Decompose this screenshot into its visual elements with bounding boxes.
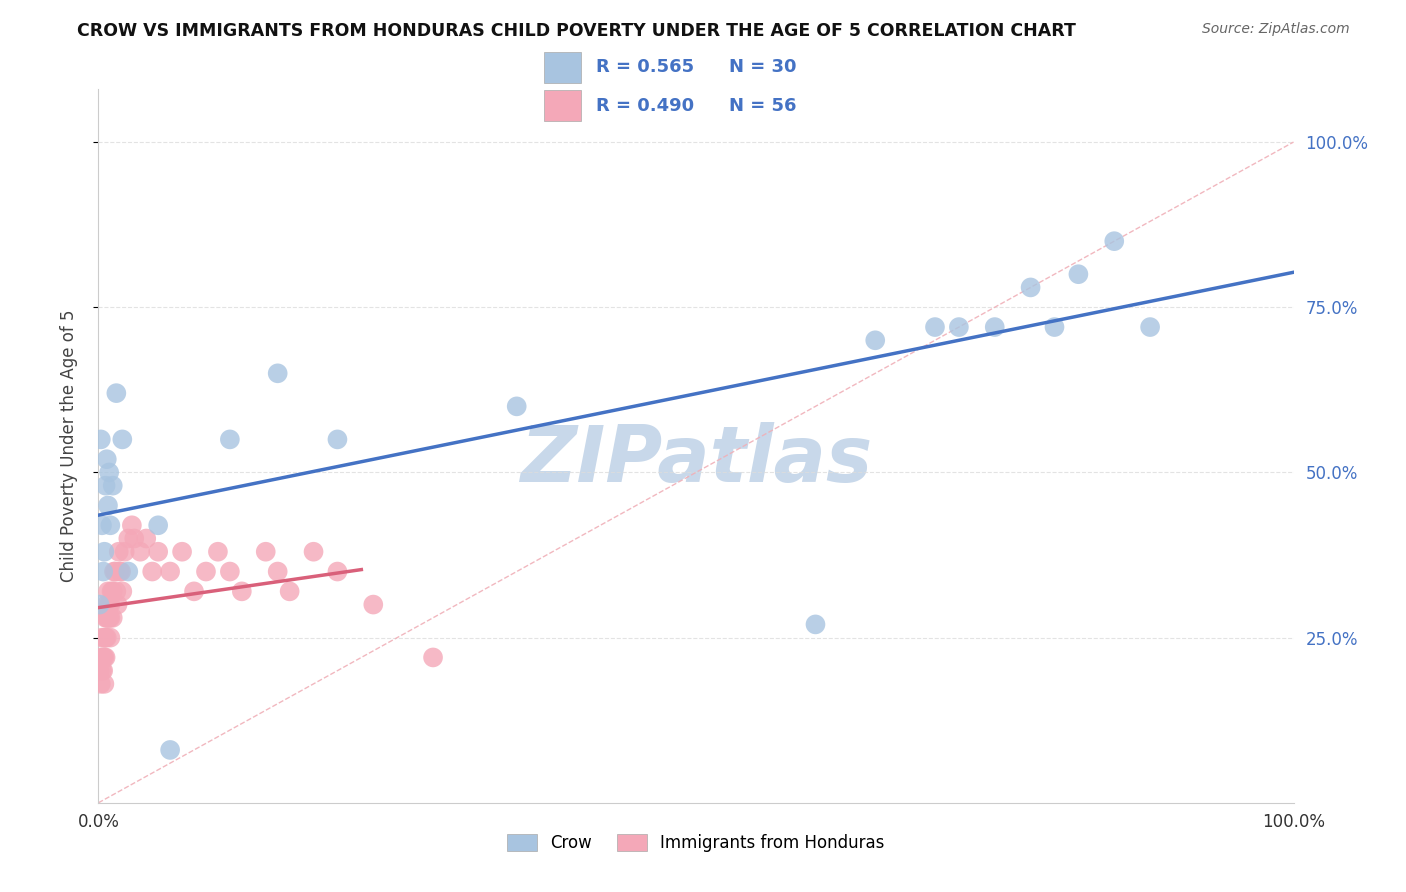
Point: [422, 650, 444, 665]
Point: [94, 631, 117, 645]
Point: [254, 545, 277, 559]
Text: R = 0.565: R = 0.565: [596, 59, 695, 77]
Point: [89, 664, 111, 678]
Point: [1139, 320, 1161, 334]
Point: [948, 320, 970, 334]
Point: [105, 386, 128, 401]
Point: [96, 631, 118, 645]
Point: [104, 565, 127, 579]
Point: [110, 565, 132, 579]
Point: [98, 518, 122, 533]
Point: [141, 565, 163, 579]
Point: [90, 433, 112, 447]
Point: [207, 545, 229, 559]
Legend: Crow, Immigrants from Honduras: Crow, Immigrants from Honduras: [501, 827, 891, 859]
Point: [93, 677, 115, 691]
Point: [100, 584, 122, 599]
Point: [159, 565, 181, 579]
Point: [219, 433, 242, 447]
Point: [91, 664, 114, 678]
Text: ZIPatlas: ZIPatlas: [520, 422, 872, 499]
Point: [219, 565, 242, 579]
Point: [326, 565, 349, 579]
Point: [96, 611, 118, 625]
Point: [129, 545, 152, 559]
Point: [148, 518, 170, 533]
Point: [108, 565, 131, 579]
Text: R = 0.490: R = 0.490: [596, 96, 695, 114]
Point: [91, 631, 114, 645]
Point: [111, 584, 134, 599]
FancyBboxPatch shape: [544, 53, 581, 83]
Point: [984, 320, 1007, 334]
Point: [114, 545, 136, 559]
Point: [98, 466, 121, 480]
Point: [117, 532, 139, 546]
Point: [302, 545, 325, 559]
Point: [91, 650, 114, 665]
Point: [195, 565, 218, 579]
Point: [96, 598, 118, 612]
Point: [91, 664, 114, 678]
Point: [91, 518, 114, 533]
Text: CROW VS IMMIGRANTS FROM HONDURAS CHILD POVERTY UNDER THE AGE OF 5 CORRELATION CH: CROW VS IMMIGRANTS FROM HONDURAS CHILD P…: [77, 22, 1076, 40]
Point: [89, 598, 111, 612]
Point: [90, 677, 112, 691]
Point: [98, 598, 121, 612]
Point: [91, 565, 114, 579]
Point: [107, 545, 129, 559]
Point: [1043, 320, 1066, 334]
Point: [101, 584, 124, 599]
Point: [98, 611, 122, 625]
Text: N = 30: N = 30: [730, 59, 797, 77]
Point: [326, 433, 349, 447]
Point: [267, 565, 290, 579]
Point: [278, 584, 301, 599]
Text: Source: ZipAtlas.com: Source: ZipAtlas.com: [1202, 22, 1350, 37]
Point: [148, 545, 170, 559]
Point: [98, 631, 122, 645]
Point: [135, 532, 157, 546]
Point: [121, 518, 143, 533]
Point: [97, 611, 120, 625]
Point: [804, 617, 827, 632]
Point: [1019, 280, 1042, 294]
Y-axis label: Child Poverty Under the Age of 5: Child Poverty Under the Age of 5: [59, 310, 77, 582]
Point: [159, 743, 181, 757]
Point: [96, 452, 118, 467]
Point: [94, 650, 117, 665]
Point: [93, 631, 115, 645]
Point: [1067, 267, 1090, 281]
Point: [93, 545, 115, 559]
Point: [183, 584, 205, 599]
Point: [101, 611, 124, 625]
Point: [94, 478, 117, 492]
Point: [117, 565, 139, 579]
Text: N = 56: N = 56: [730, 96, 797, 114]
Point: [94, 611, 117, 625]
Point: [98, 598, 122, 612]
Point: [1104, 234, 1126, 248]
Point: [363, 598, 385, 612]
Point: [98, 611, 121, 625]
Point: [924, 320, 946, 334]
Point: [506, 400, 529, 414]
Point: [107, 598, 129, 612]
Point: [124, 532, 146, 546]
Point: [172, 545, 194, 559]
Point: [97, 584, 120, 599]
Point: [267, 367, 290, 381]
FancyBboxPatch shape: [544, 90, 581, 120]
Point: [93, 650, 115, 665]
Point: [97, 499, 120, 513]
Point: [103, 565, 125, 579]
Point: [101, 478, 124, 492]
Point: [105, 584, 128, 599]
Point: [865, 333, 887, 347]
Point: [90, 650, 112, 665]
Point: [231, 584, 253, 599]
Point: [111, 433, 134, 447]
